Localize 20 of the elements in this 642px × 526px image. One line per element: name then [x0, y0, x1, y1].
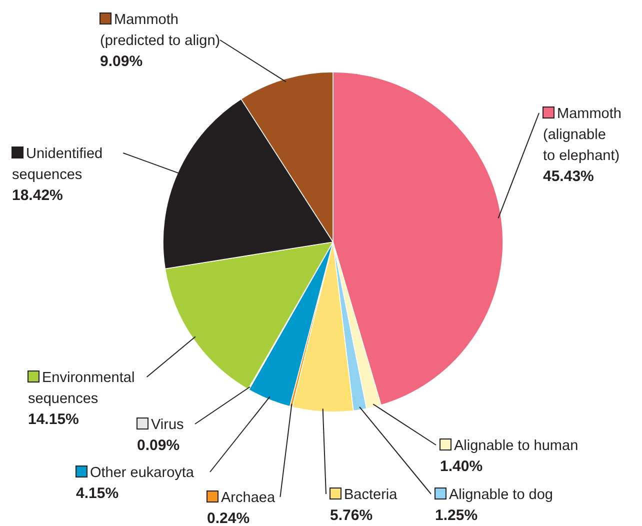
- data-label: 0.09%: [137, 437, 180, 454]
- data-label: 5.76%: [330, 507, 373, 524]
- legend-label: Alignable to human: [454, 438, 578, 454]
- legend-label: Other eukaroyta: [90, 465, 195, 481]
- data-label: 1.40%: [440, 458, 483, 475]
- data-label: 14.15%: [28, 411, 79, 428]
- data-label: 0.24%: [207, 510, 250, 526]
- data-label: 1.25%: [435, 507, 478, 524]
- data-label: 4.15%: [76, 485, 119, 502]
- data-label: 9.09%: [100, 53, 143, 70]
- legend-label: Environmental sequences: [28, 370, 135, 407]
- legend-label: Archaea: [221, 490, 276, 506]
- legend-label: Mammoth (predicted to align): [100, 12, 220, 49]
- data-label: 45.43%: [543, 168, 594, 185]
- legend-label: Bacteria: [344, 487, 398, 503]
- data-label: 18.42%: [12, 187, 63, 204]
- legend-label: Mammoth (alignable to elephant): [543, 106, 622, 164]
- legend-label: Alignable to dog: [449, 487, 553, 503]
- legend-label: Unidentified sequences: [12, 146, 103, 183]
- legend-label: Virus: [151, 417, 184, 433]
